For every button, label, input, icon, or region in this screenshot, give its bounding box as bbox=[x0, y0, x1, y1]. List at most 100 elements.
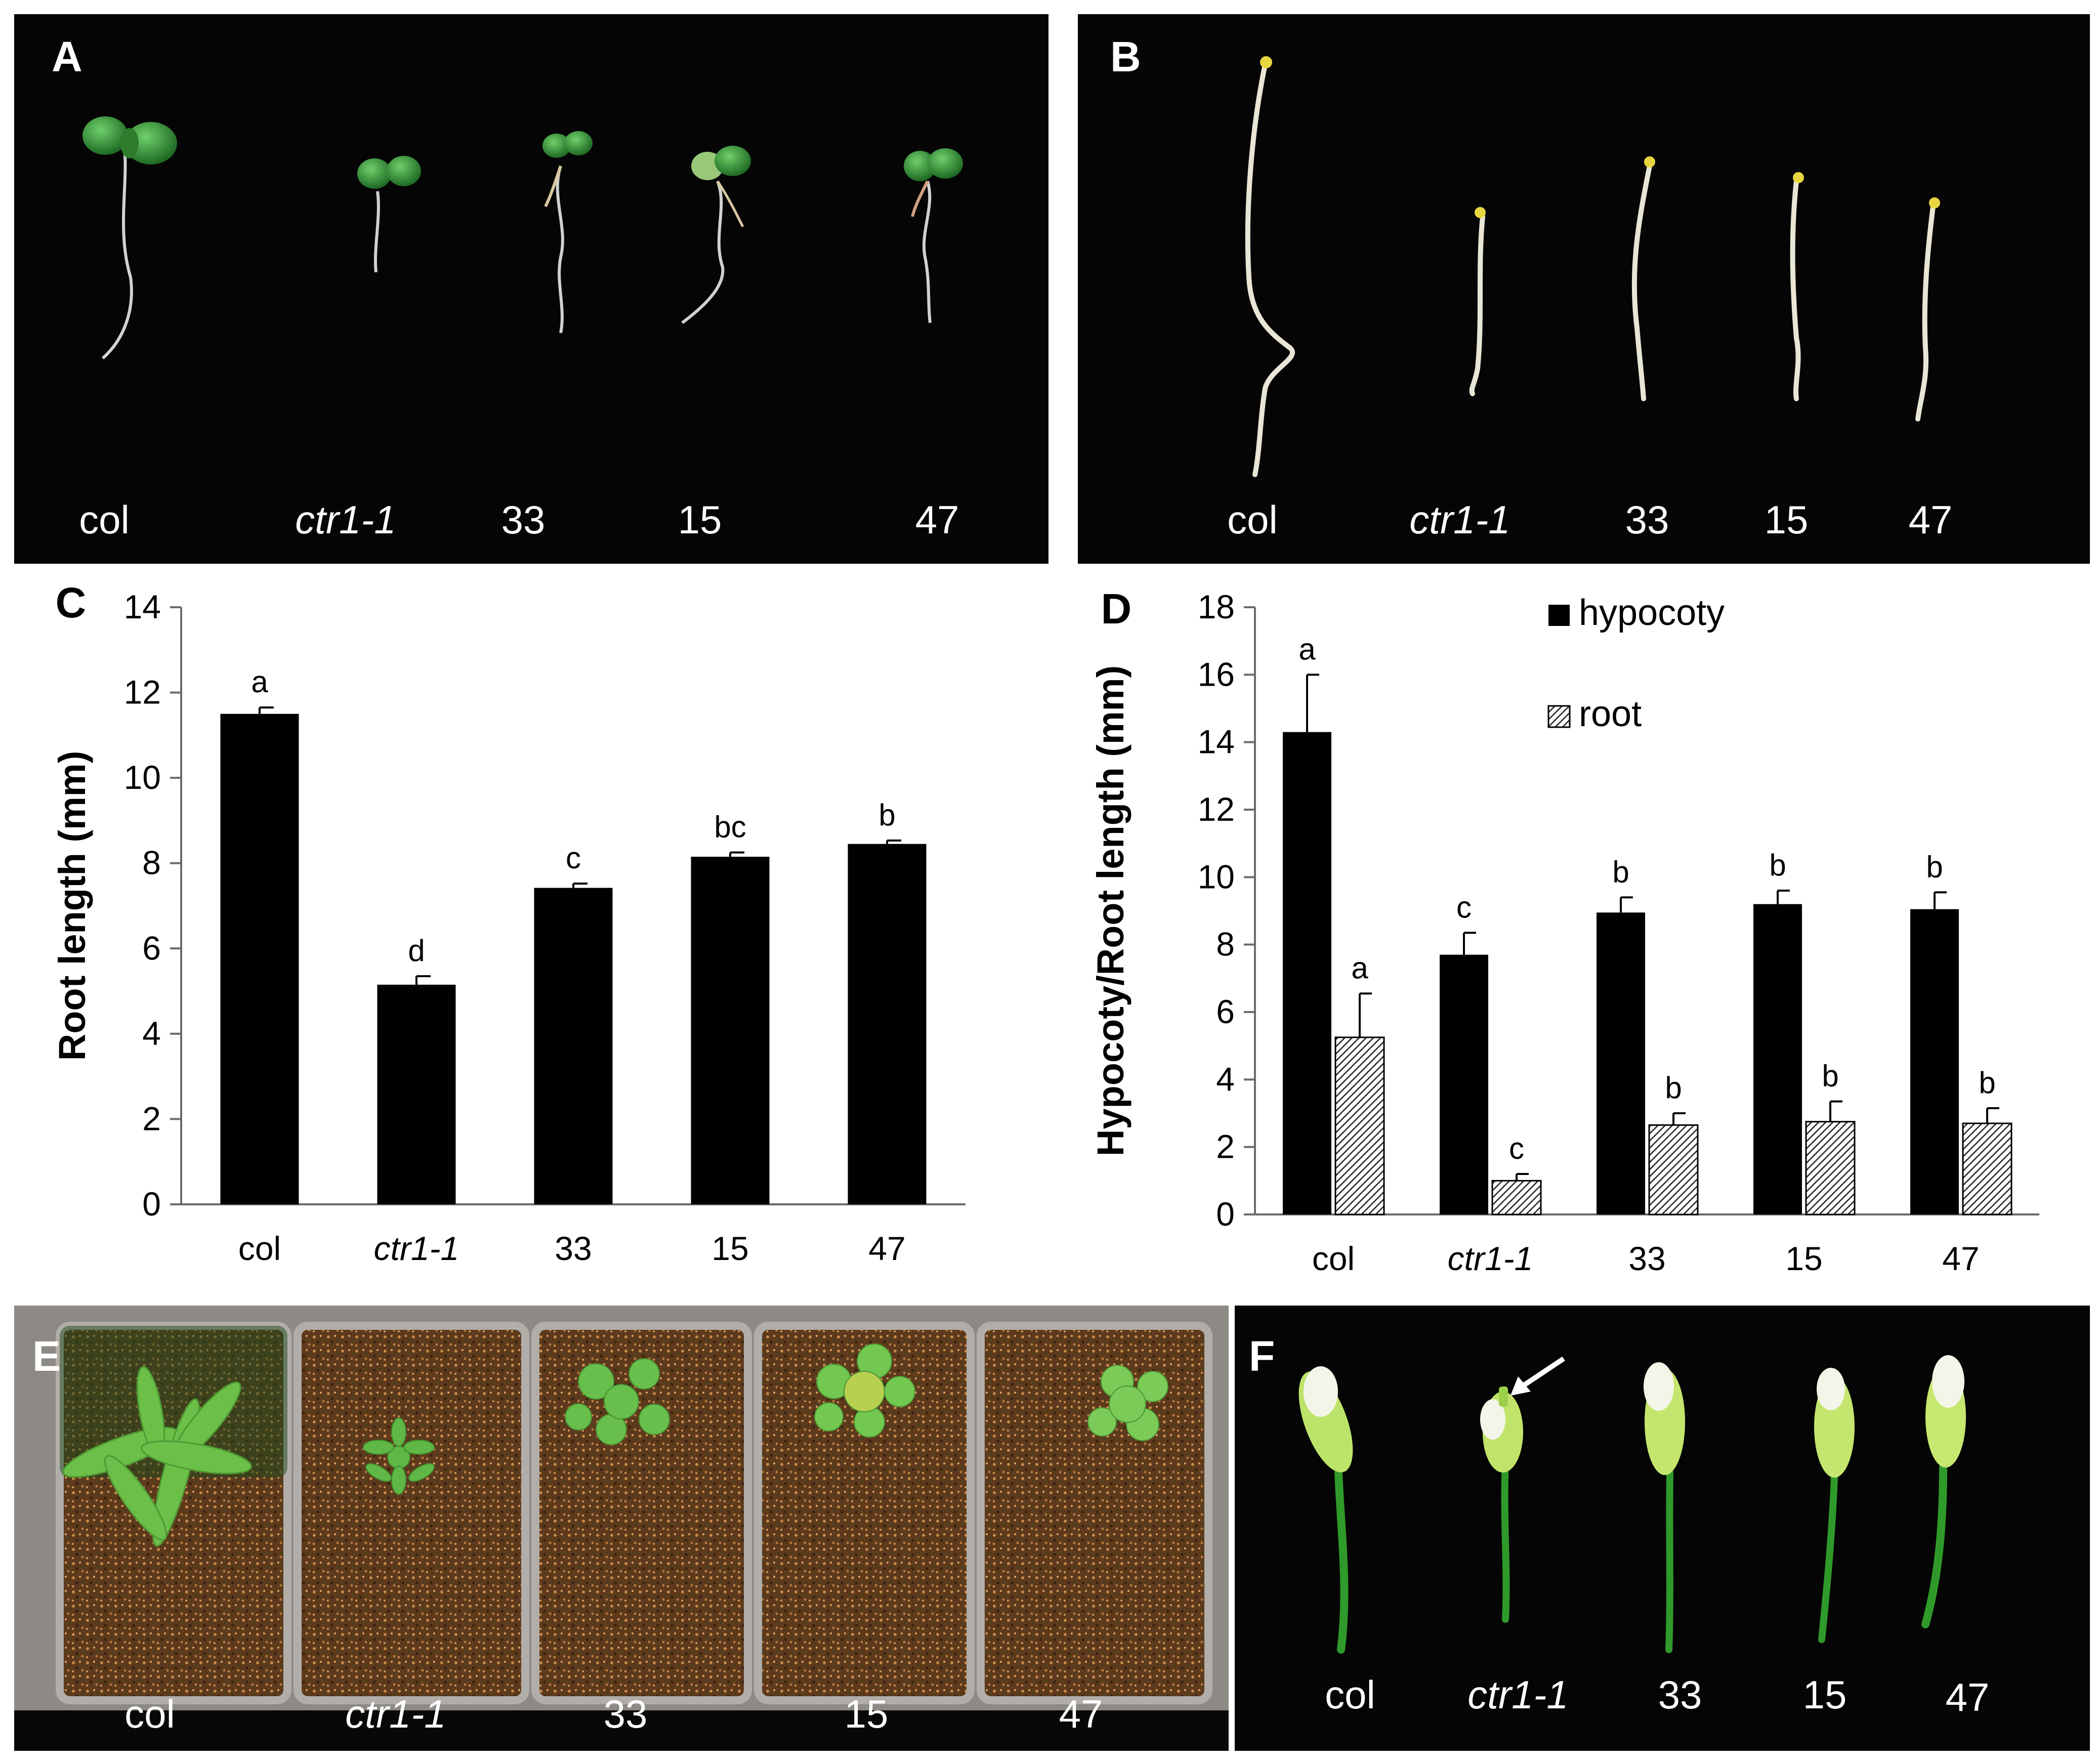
significance-label: a bbox=[1298, 632, 1316, 666]
panel-letter-e: E bbox=[32, 1332, 61, 1380]
legend-swatch-root bbox=[1547, 705, 1571, 728]
bar-3 bbox=[691, 857, 770, 1204]
y-tick-label: 8 bbox=[1216, 926, 1235, 963]
y-tick-label: 10 bbox=[124, 759, 161, 796]
significance-label: b bbox=[1979, 1066, 1995, 1100]
y-tick-label: 14 bbox=[124, 588, 161, 625]
flower-47 bbox=[1921, 1355, 1966, 1628]
label-33: 33 bbox=[603, 1692, 648, 1736]
flowers-photo bbox=[1298, 1355, 1966, 1654]
y-tick-label: 0 bbox=[142, 1185, 161, 1223]
label-47: 47 bbox=[1059, 1692, 1103, 1736]
x-tick-label: 15 bbox=[711, 1230, 748, 1267]
label-ctr1-1: ctr1-1 bbox=[295, 497, 396, 542]
y-tick-label: 12 bbox=[1198, 790, 1235, 828]
significance-label: b bbox=[1822, 1059, 1838, 1093]
panel-letter-c: C bbox=[56, 579, 87, 626]
flower-col bbox=[1298, 1366, 1353, 1654]
label-col: col bbox=[1325, 1672, 1375, 1717]
label-ctr1-1: ctr1-1 bbox=[345, 1692, 446, 1736]
panel-b: B col ctr1-1 33 15 47 bbox=[1078, 14, 2090, 564]
label-47: 47 bbox=[1908, 497, 1953, 542]
y-tick-label: 6 bbox=[142, 929, 161, 967]
bar-root-4 bbox=[1962, 1122, 2012, 1215]
seedling-ctr1-1 bbox=[357, 156, 421, 273]
x-tick-label: ctr1-1 bbox=[374, 1230, 459, 1267]
seedling-47 bbox=[904, 148, 963, 323]
significance-label: c bbox=[1509, 1131, 1524, 1165]
label-ctr1-1: ctr1-1 bbox=[1467, 1672, 1569, 1717]
y-tick-label: 18 bbox=[1198, 588, 1235, 625]
y-tick-label: 12 bbox=[124, 674, 161, 711]
bar-hypocoty-2 bbox=[1597, 912, 1645, 1214]
label-47: 47 bbox=[915, 497, 959, 542]
label-15: 15 bbox=[844, 1692, 889, 1736]
etiolated-col bbox=[1245, 62, 1295, 477]
y-tick-label: 14 bbox=[1198, 723, 1235, 761]
bar-root-2 bbox=[1648, 1124, 1699, 1215]
label-col: col bbox=[79, 497, 130, 542]
x-tick-label: 47 bbox=[1942, 1240, 1979, 1277]
seedling-col bbox=[82, 116, 177, 360]
y-tick-label: 0 bbox=[1216, 1195, 1235, 1233]
significance-label: b bbox=[1665, 1071, 1682, 1105]
bar-hypocoty-1 bbox=[1440, 954, 1488, 1214]
x-tick-label: 15 bbox=[1785, 1240, 1822, 1277]
y-tick-label: 10 bbox=[1198, 858, 1235, 895]
label-33: 33 bbox=[1625, 497, 1669, 542]
panel-letter-f: F bbox=[1249, 1332, 1275, 1380]
y-axis-label: Hypocoty/Root length (mm) bbox=[1089, 665, 1131, 1156]
seedlings-light-photo bbox=[82, 116, 963, 360]
x-tick-label: col bbox=[238, 1230, 281, 1267]
significance-label: a bbox=[1351, 951, 1368, 985]
panel-f: F bbox=[1235, 1306, 2090, 1751]
x-tick-label: 33 bbox=[555, 1230, 592, 1267]
significance-label: b bbox=[878, 798, 895, 832]
significance-label: c bbox=[1456, 890, 1472, 924]
x-tick-label: 47 bbox=[868, 1230, 905, 1267]
flower-15 bbox=[1814, 1368, 1855, 1643]
label-33: 33 bbox=[501, 497, 546, 542]
y-tick-label: 2 bbox=[1216, 1128, 1235, 1165]
label-ctr1-1: ctr1-1 bbox=[1409, 497, 1510, 542]
x-tick-label: col bbox=[1312, 1240, 1355, 1277]
panel-a: A bbox=[14, 14, 1048, 564]
seedling-33 bbox=[542, 131, 593, 333]
y-tick-label: 2 bbox=[142, 1100, 161, 1137]
bar-hypocoty-4 bbox=[1910, 909, 1959, 1214]
y-tick-label: 4 bbox=[142, 1015, 161, 1052]
bar-root-1 bbox=[1491, 1180, 1542, 1215]
bar-hypocoty-0 bbox=[1283, 732, 1331, 1214]
y-tick-label: 6 bbox=[1216, 993, 1235, 1030]
x-tick-label: ctr1-1 bbox=[1448, 1240, 1533, 1277]
panel-letter-d: D bbox=[1101, 585, 1132, 633]
label-33: 33 bbox=[1658, 1672, 1702, 1717]
hypocotyl-root-length-chart: D 0 2 4 6 8 10 12 14 16 18 Hypocoty/Root length (mm… bbox=[1089, 585, 2039, 1277]
bar-root-3 bbox=[1805, 1121, 1856, 1215]
seedling-15 bbox=[681, 146, 751, 324]
legend-label-hypocoty: hypocoty bbox=[1579, 593, 1725, 633]
rosette-15 bbox=[814, 1343, 915, 1438]
significance-label: bc bbox=[714, 810, 746, 844]
rosette-47 bbox=[1087, 1365, 1168, 1441]
arrow-indicator bbox=[1510, 1356, 1565, 1396]
flower-33 bbox=[1644, 1362, 1685, 1653]
significance-label: a bbox=[251, 665, 268, 699]
bar-root-0 bbox=[1334, 1036, 1385, 1215]
significance-label: b bbox=[1769, 848, 1786, 882]
flower-ctr1-1 bbox=[1480, 1387, 1523, 1623]
significance-label: b bbox=[1926, 850, 1943, 884]
panel-d: D 0 2 4 6 8 10 12 14 16 18 Hypocoty/Root length (mm… bbox=[1068, 577, 2090, 1285]
significance-label: b bbox=[1612, 855, 1629, 889]
bar-4 bbox=[848, 844, 927, 1204]
legend-swatch-hypocoty bbox=[1548, 605, 1570, 626]
rosette-33 bbox=[565, 1358, 670, 1445]
rosette-pots-photo bbox=[14, 1306, 1229, 1710]
root-length-chart: C 0 2 4 6 8 10 12 14 Root length (mm) a col d ctr1-1 c… bbox=[51, 579, 966, 1267]
label-col: col bbox=[1227, 497, 1278, 542]
y-tick-label: 16 bbox=[1198, 655, 1235, 693]
y-tick-label: 4 bbox=[1216, 1060, 1235, 1098]
label-47: 47 bbox=[1945, 1675, 1990, 1719]
label-col: col bbox=[124, 1692, 175, 1736]
x-tick-label: 33 bbox=[1628, 1240, 1665, 1277]
